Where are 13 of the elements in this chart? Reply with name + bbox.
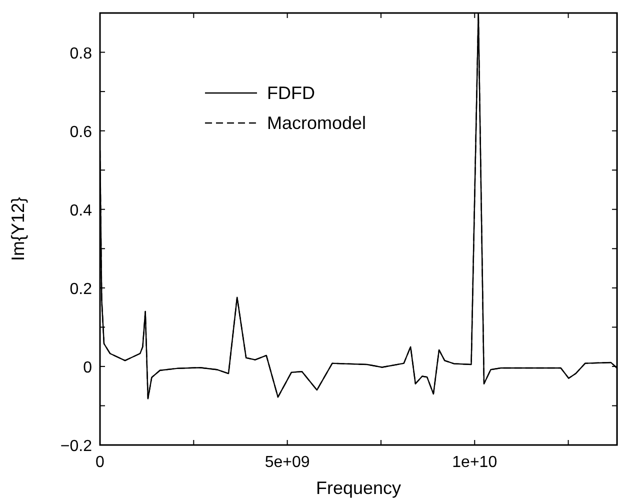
y-tick-label: 0 <box>83 359 92 376</box>
x-tick-label: 5e+09 <box>264 454 310 471</box>
y-tick-label: 0.8 <box>70 45 92 62</box>
legend-label: FDFD <box>267 83 315 103</box>
x-tick-label: 0 <box>96 454 105 471</box>
legend-label: Macromodel <box>267 113 366 133</box>
y-tick-label: 0.2 <box>70 280 92 298</box>
x-axis-title: Frequency <box>316 478 402 498</box>
x-tick-label: 1e+10 <box>452 454 498 471</box>
y-tick-label: 0.6 <box>70 124 92 141</box>
y-tick-label: 0.4 <box>70 202 92 220</box>
y-tick-label: −0.2 <box>60 438 92 455</box>
y-axis-title: Im{Y12} <box>8 196 28 262</box>
